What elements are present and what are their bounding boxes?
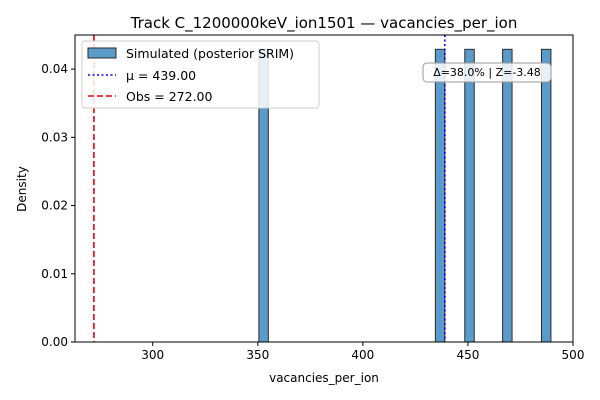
histogram-bar [464, 48, 475, 343]
x-tick-label: 300 [141, 348, 164, 362]
legend-box [81, 40, 320, 109]
x-tick-label: 350 [246, 348, 269, 362]
x-tick-label: 500 [562, 348, 585, 362]
y-tick-label: 0.01 [41, 267, 68, 281]
y-tick-label: 0.04 [41, 62, 68, 76]
annotation-text: Δ=38.0% | Z=-3.48 [433, 66, 541, 79]
y-axis-label: Density [15, 166, 29, 212]
annotation-box [422, 62, 552, 83]
legend-label-mu: μ = 439.00 [126, 68, 196, 83]
stats-annotation: Δ=38.0% | Z=-3.48 [422, 62, 552, 83]
histogram-bar [502, 48, 513, 343]
x-axis-label: vacancies_per_ion [269, 371, 379, 385]
histogram-bar [434, 48, 446, 343]
chart-title: Track C_1200000keV_ion1501 — vacancies_p… [130, 14, 518, 33]
y-tick-label: 0.02 [41, 199, 68, 213]
axes-frame [74, 34, 574, 343]
x-tick-label: 450 [456, 348, 479, 362]
legend: Simulated (posterior SRIM) μ = 439.00 Ob… [81, 40, 320, 109]
y-axis-ticks: 0.00 0.01 0.02 0.03 0.04 [41, 62, 75, 349]
y-tick-label: 0.03 [41, 130, 68, 144]
reference-lines [93, 35, 446, 342]
x-axis-ticks: 300 350 400 450 500 [141, 342, 584, 362]
histogram-bar [540, 48, 552, 343]
y-tick-label: 0.00 [41, 335, 68, 349]
legend-swatch-simulated [87, 47, 117, 59]
legend-label-obs: Obs = 272.00 [126, 89, 212, 104]
x-tick-label: 400 [351, 348, 374, 362]
legend-label-simulated: Simulated (posterior SRIM) [126, 46, 294, 61]
